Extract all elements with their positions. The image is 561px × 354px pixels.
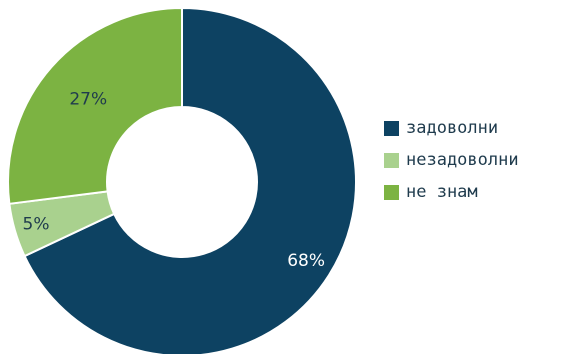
legend-item-dissatisfied: незадоволни — [384, 149, 519, 171]
legend-label-satisfied: задоволни — [406, 118, 499, 138]
slice-dont-know — [7, 6, 183, 205]
legend-item-satisfied: задоволни — [384, 117, 519, 139]
slice-satisfied — [23, 6, 357, 354]
legend-label-dont-know: не знам — [406, 182, 478, 202]
legend-swatch-dissatisfied — [384, 152, 399, 168]
data-label-satisfied: 68% — [287, 251, 325, 271]
legend-label-dissatisfied: незадоволни — [406, 150, 519, 170]
legend-swatch-satisfied — [384, 120, 399, 136]
legend-item-dont-know: не знам — [384, 181, 519, 203]
data-label-dissatisfied: 5% — [23, 214, 50, 234]
legend-swatch-dont-know — [384, 184, 399, 200]
data-label-dont-know: 27% — [69, 89, 107, 109]
chart-legend: задоволни незадоволни не знам — [384, 117, 519, 213]
